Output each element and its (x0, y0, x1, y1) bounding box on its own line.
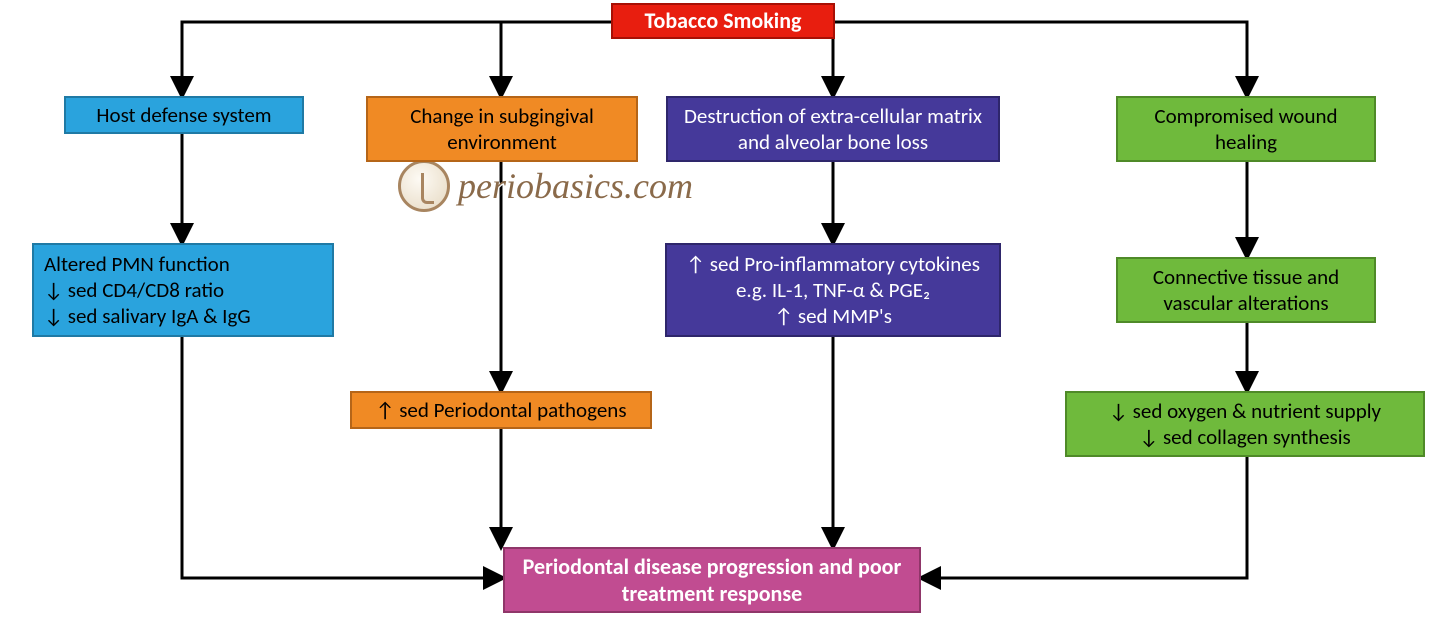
node-c3a: Destruction of extra-cellular matrix and… (666, 96, 1000, 162)
node-label: Change in subgingival environment (378, 103, 626, 156)
watermark-text: periobasics.com (458, 165, 693, 207)
node-c1a: Host defense system (64, 96, 304, 134)
node-c2a: Change in subgingival environment (366, 96, 638, 162)
node-c4c: ↓ sed oxygen & nutrient supply↓ sed coll… (1065, 391, 1425, 457)
node-out: Periodontal disease progression and poor… (503, 547, 921, 613)
node-label: Compromised wound healing (1128, 103, 1364, 156)
edge-11 (182, 337, 503, 578)
node-label: Periodontal disease progression and poor… (515, 553, 909, 608)
node-label: Altered PMN function↓ sed CD4/CD8 ratio↓… (44, 251, 251, 330)
watermark-logo-icon (398, 160, 450, 212)
node-c1b: Altered PMN function↓ sed CD4/CD8 ratio↓… (32, 243, 334, 337)
node-c3b: ↑ sed Pro-inflammatory cytokines e.g. IL… (665, 243, 1001, 337)
node-root: Tobacco Smoking (611, 3, 835, 39)
node-label: Connective tissue and vascular alteratio… (1128, 264, 1364, 317)
node-label: Tobacco Smoking (645, 7, 802, 35)
edge-0 (182, 22, 611, 96)
node-label: ↓ sed oxygen & nutrient supply↓ sed coll… (1109, 398, 1381, 451)
node-c2b: ↑ sed Periodontal pathogens (350, 391, 652, 429)
node-label: ↑ sed Periodontal pathogens (375, 397, 626, 423)
edge-12 (921, 457, 1247, 578)
edge-3 (835, 22, 1247, 96)
node-c4b: Connective tissue and vascular alteratio… (1116, 257, 1376, 323)
node-label: Host defense system (96, 102, 271, 128)
node-label: Destruction of extra-cellular matrix and… (678, 103, 988, 156)
watermark: periobasics.com (398, 160, 693, 212)
node-label: ↑ sed Pro-inflammatory cytokines e.g. IL… (677, 251, 989, 330)
edge-1 (501, 22, 611, 96)
node-c4a: Compromised wound healing (1116, 96, 1376, 162)
